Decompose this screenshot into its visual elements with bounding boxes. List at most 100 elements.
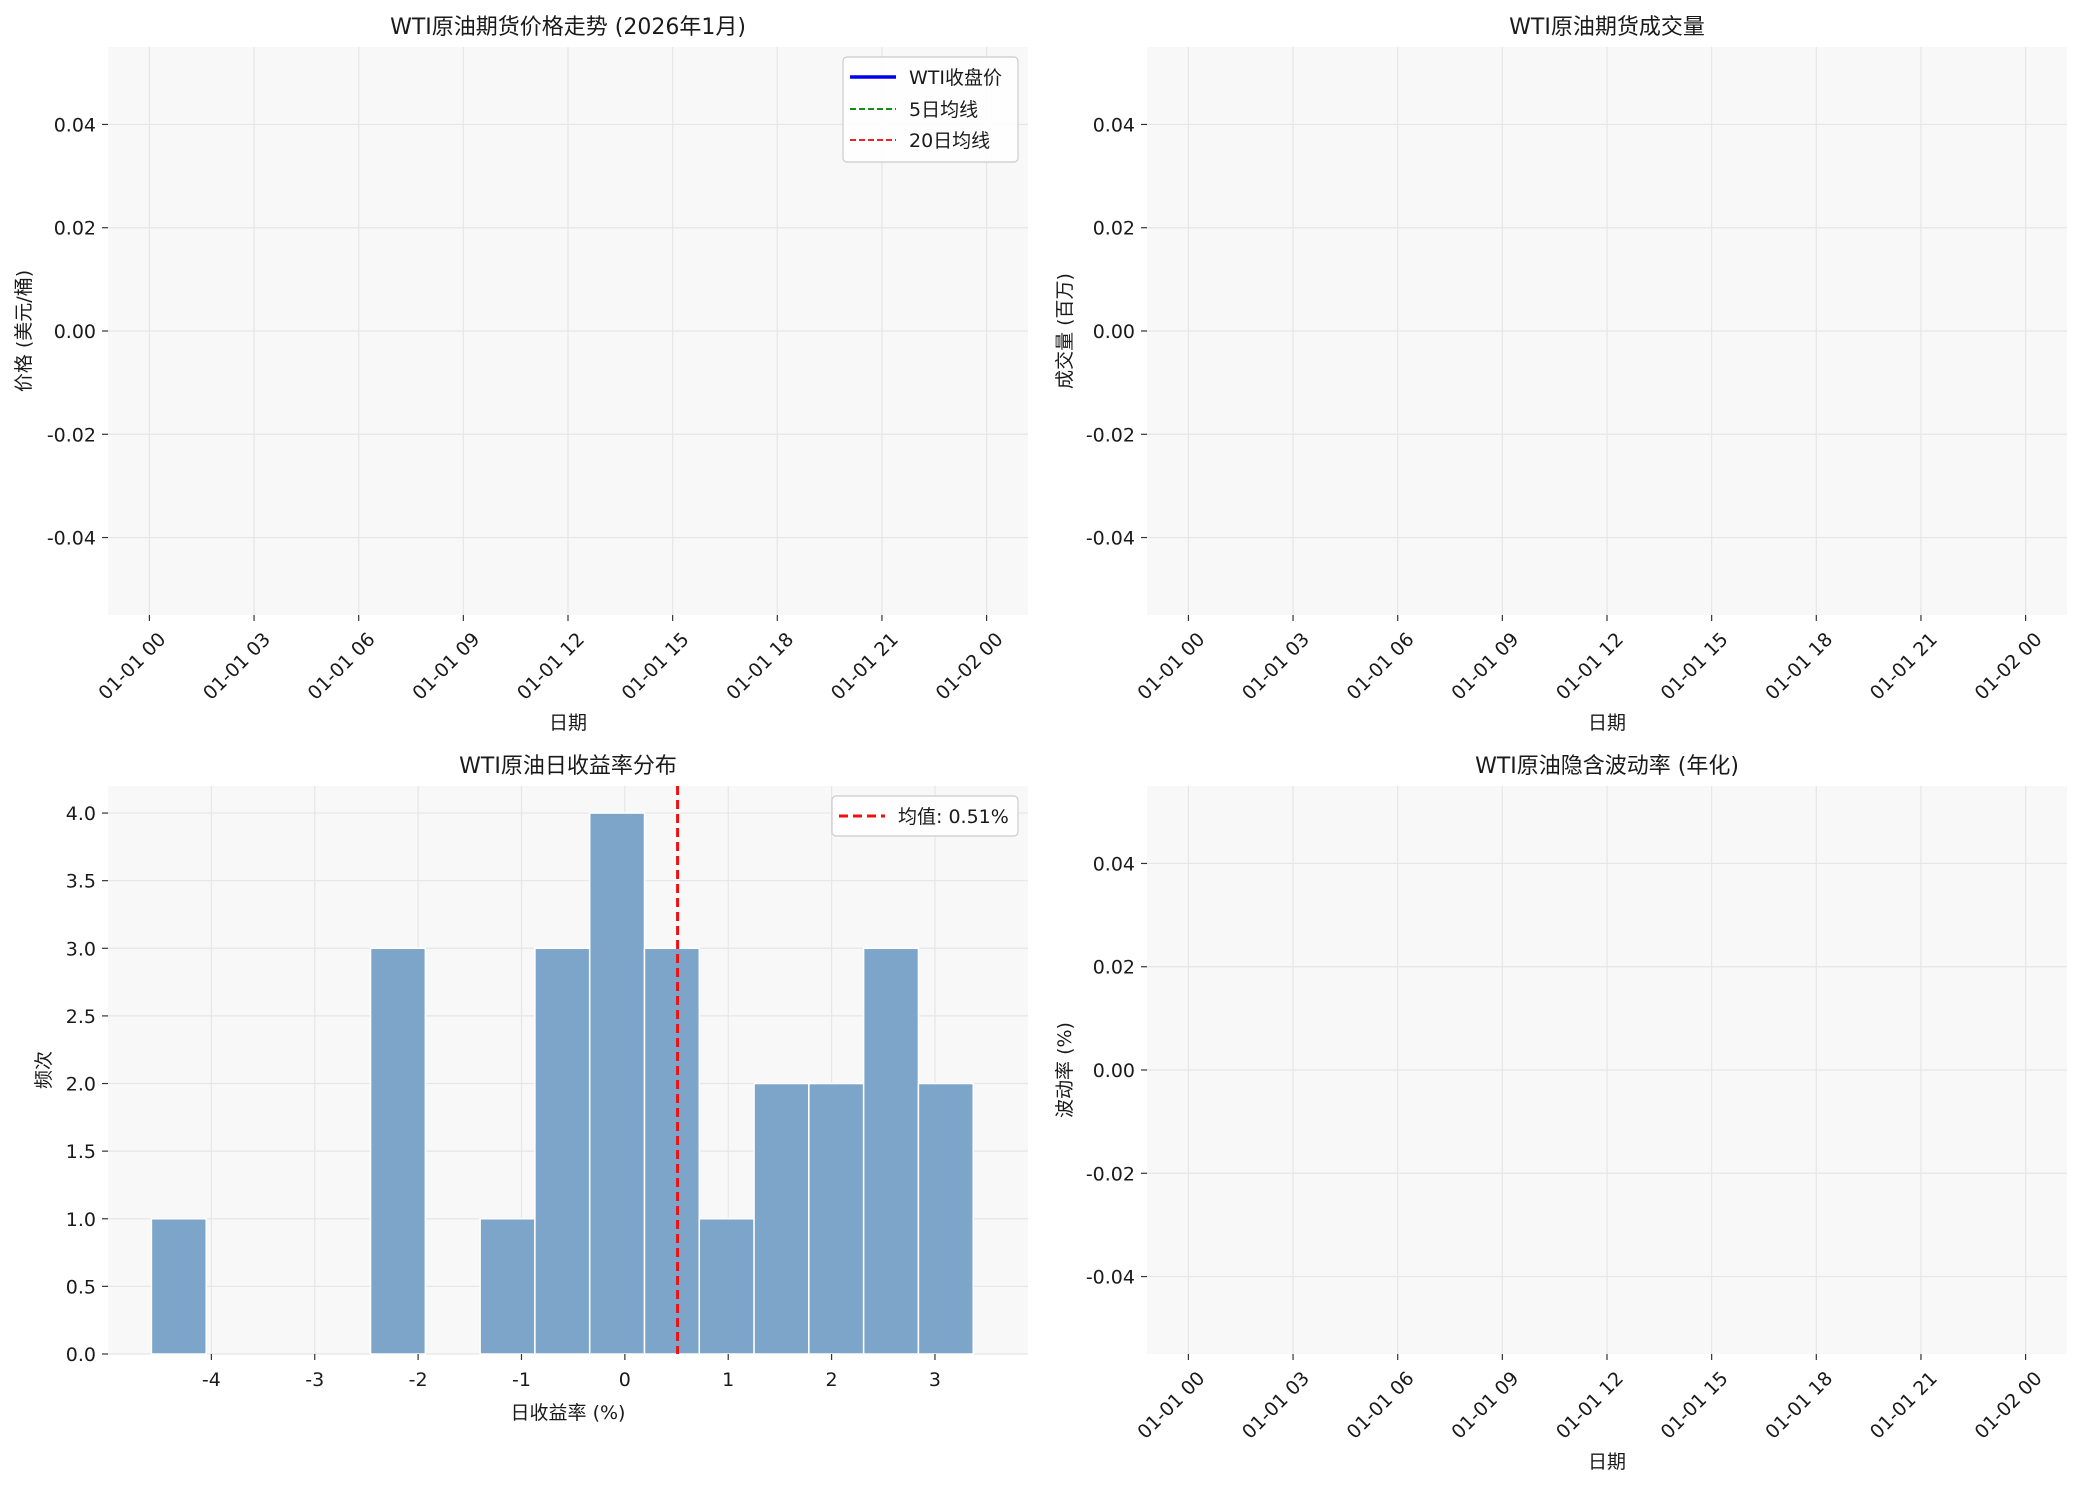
x-tick-label: 1 bbox=[722, 1369, 734, 1391]
y-tick-label: 0.00 bbox=[1093, 321, 1135, 343]
histogram-bar bbox=[862, 947, 920, 1355]
x-tick-label: 2 bbox=[826, 1369, 838, 1391]
histogram-bar bbox=[588, 812, 646, 1355]
x-tick-label: 01-01 03 bbox=[1238, 1367, 1314, 1443]
x-tick-label: 01-01 12 bbox=[1552, 628, 1628, 704]
x-tick-label: -3 bbox=[305, 1369, 324, 1391]
y-tick-label: -0.04 bbox=[1086, 528, 1135, 550]
x-tick-label: -4 bbox=[202, 1369, 221, 1391]
y-tick-label: 0.00 bbox=[1093, 1060, 1135, 1082]
x-tick-label: 01-01 00 bbox=[1133, 628, 1209, 704]
histogram-bar bbox=[479, 1218, 536, 1355]
x-tick-label: 01-01 21 bbox=[827, 628, 903, 704]
price-chart-title: WTI原油期货价格走势 (2026年1月) bbox=[390, 15, 746, 40]
x-tick-label: 01-02 00 bbox=[932, 628, 1008, 704]
y-tick-label: 0.0 bbox=[66, 1344, 96, 1366]
x-tick-label: 01-01 06 bbox=[1343, 1367, 1419, 1443]
returns-histogram-panel: 0.0 0.5 1.0 1.5 2.0 2.5 3.0 3.5 4.0 -4 -3 -2 -1 0 1 2 3… bbox=[33, 754, 1028, 1424]
x-tick-label: 01-02 00 bbox=[1971, 628, 2047, 704]
y-tick-label: 2.0 bbox=[66, 1074, 96, 1096]
x-tick-label: 01-01 18 bbox=[722, 628, 798, 704]
histogram-y-axis-label: 频次 bbox=[33, 1051, 55, 1089]
y-tick-label: -0.04 bbox=[47, 528, 96, 550]
x-tick-label: -1 bbox=[512, 1369, 531, 1391]
x-tick-label: 01-01 06 bbox=[1343, 628, 1419, 704]
y-tick-label: 1.5 bbox=[66, 1141, 96, 1163]
volatility-grid bbox=[1147, 786, 2067, 1354]
y-tick-label: 0.04 bbox=[1093, 853, 1135, 875]
x-tick-label: 01-01 00 bbox=[94, 628, 170, 704]
volume-grid bbox=[1147, 47, 2067, 615]
volume-x-axis-label: 日期 bbox=[1588, 712, 1626, 734]
x-tick-label: 01-01 15 bbox=[1657, 628, 1733, 704]
y-tick-label: -0.02 bbox=[1086, 1163, 1135, 1185]
price-legend: WTI收盘价 5日均线 20日均线 bbox=[842, 56, 1019, 163]
y-tick-label: 3.0 bbox=[66, 938, 96, 960]
x-tick-label: 01-01 18 bbox=[1761, 628, 1837, 704]
y-tick-label: -0.04 bbox=[1086, 1267, 1135, 1289]
histogram-bar bbox=[917, 1082, 974, 1355]
histogram-x-ticks: -4 -3 -2 -1 0 1 2 3 bbox=[202, 1354, 941, 1391]
volume-chart-panel: 0.040.020.00-0.02-0.04 01-01 00 01-01 03 0… bbox=[1054, 15, 2067, 734]
price-legend-box bbox=[842, 56, 1019, 163]
y-tick-label: 0.04 bbox=[1093, 114, 1135, 136]
y-tick-label: 1.0 bbox=[66, 1209, 96, 1231]
volatility-chart-title: WTI原油隐含波动率 (年化) bbox=[1475, 754, 1739, 779]
x-tick-label: 01-01 12 bbox=[1552, 1367, 1628, 1443]
price-x-ticks: 01-01 00 01-01 03 01-01 06 01-01 09 01-01 12… bbox=[94, 615, 1008, 704]
histogram-bar bbox=[698, 1218, 755, 1355]
histogram-bars bbox=[150, 812, 974, 1355]
x-tick-label: 01-01 03 bbox=[1238, 628, 1314, 704]
price-chart-panel: 0.040.020.00-0.02-0.04 01-01 00 01-01 03 0… bbox=[13, 15, 1028, 734]
histogram-x-axis-label: 日收益率 (%) bbox=[511, 1402, 626, 1424]
y-tick-label: 0.02 bbox=[54, 218, 96, 240]
price-y-ticks: 0.04 0.02 0.00 -0.02 -0.04 bbox=[47, 114, 108, 550]
x-tick-label: 01-01 09 bbox=[1447, 1367, 1523, 1443]
x-tick-label: 01-01 12 bbox=[513, 628, 589, 704]
volume-y-axis-label: 成交量 (百万) bbox=[1054, 273, 1076, 389]
x-tick-label: 01-01 09 bbox=[1447, 628, 1523, 704]
histogram-bar bbox=[534, 947, 591, 1355]
y-tick-label: 0.00 bbox=[54, 321, 96, 343]
legend-label-ma20: 20日均线 bbox=[909, 130, 990, 152]
histogram-bar bbox=[369, 947, 427, 1355]
price-grid bbox=[108, 47, 1028, 615]
x-tick-label: 3 bbox=[929, 1369, 941, 1391]
volume-x-ticks: 01-01 00 01-01 03 01-01 06 01-01 09 01-01 12… bbox=[1133, 615, 2047, 704]
y-tick-label: 3.5 bbox=[66, 871, 96, 893]
volume-chart-title: WTI原油期货成交量 bbox=[1509, 15, 1705, 40]
volatility-y-axis-label: 波动率 (%) bbox=[1054, 1022, 1076, 1118]
x-tick-label: 01-01 00 bbox=[1133, 1367, 1209, 1443]
volatility-x-ticks: 01-01 00 01-01 03 01-01 06 01-01 09 01-01 12… bbox=[1133, 1354, 2047, 1443]
volatility-chart-panel: 0.040.020.00-0.02-0.04 01-01 00 01-01 03 0… bbox=[1054, 754, 2067, 1473]
price-y-axis-label: 价格 (美元/桶) bbox=[13, 270, 35, 392]
y-tick-label: 0.5 bbox=[66, 1276, 96, 1298]
x-tick-label: -2 bbox=[409, 1369, 428, 1391]
histogram-legend-box bbox=[831, 795, 1019, 837]
x-tick-label: 01-01 21 bbox=[1866, 628, 1942, 704]
legend-label-ma5: 5日均线 bbox=[909, 99, 978, 121]
volume-y-ticks: 0.04 0.02 0.00 -0.02 -0.04 bbox=[1086, 114, 1147, 550]
x-tick-label: 01-01 03 bbox=[199, 628, 275, 704]
y-tick-label: -0.02 bbox=[47, 424, 96, 446]
y-tick-label: 0.02 bbox=[1093, 957, 1135, 979]
legend-label-close: WTI收盘价 bbox=[909, 67, 1002, 89]
legend-label-mean: 均值: 0.51% bbox=[898, 806, 1009, 828]
histogram-bar bbox=[643, 947, 701, 1355]
volatility-x-axis-label: 日期 bbox=[1588, 1451, 1626, 1473]
x-tick-label: 0 bbox=[619, 1369, 631, 1391]
x-tick-label: 01-01 18 bbox=[1761, 1367, 1837, 1443]
x-tick-label: 01-01 15 bbox=[618, 628, 694, 704]
histogram-bar bbox=[753, 1082, 810, 1355]
x-tick-label: 01-01 09 bbox=[408, 628, 484, 704]
price-x-axis-label: 日期 bbox=[549, 712, 587, 734]
x-tick-label: 01-01 15 bbox=[1657, 1367, 1733, 1443]
y-tick-label: 0.04 bbox=[54, 114, 96, 136]
x-tick-label: 01-01 21 bbox=[1866, 1367, 1942, 1443]
histogram-y-ticks: 0.0 0.5 1.0 1.5 2.0 2.5 3.0 3.5 4.0 bbox=[66, 803, 108, 1366]
histogram-bar bbox=[808, 1082, 865, 1355]
x-tick-label: 01-01 06 bbox=[304, 628, 380, 704]
y-tick-label: 4.0 bbox=[66, 803, 96, 825]
volatility-y-ticks: 0.04 0.02 0.00 -0.02 -0.04 bbox=[1086, 853, 1147, 1289]
